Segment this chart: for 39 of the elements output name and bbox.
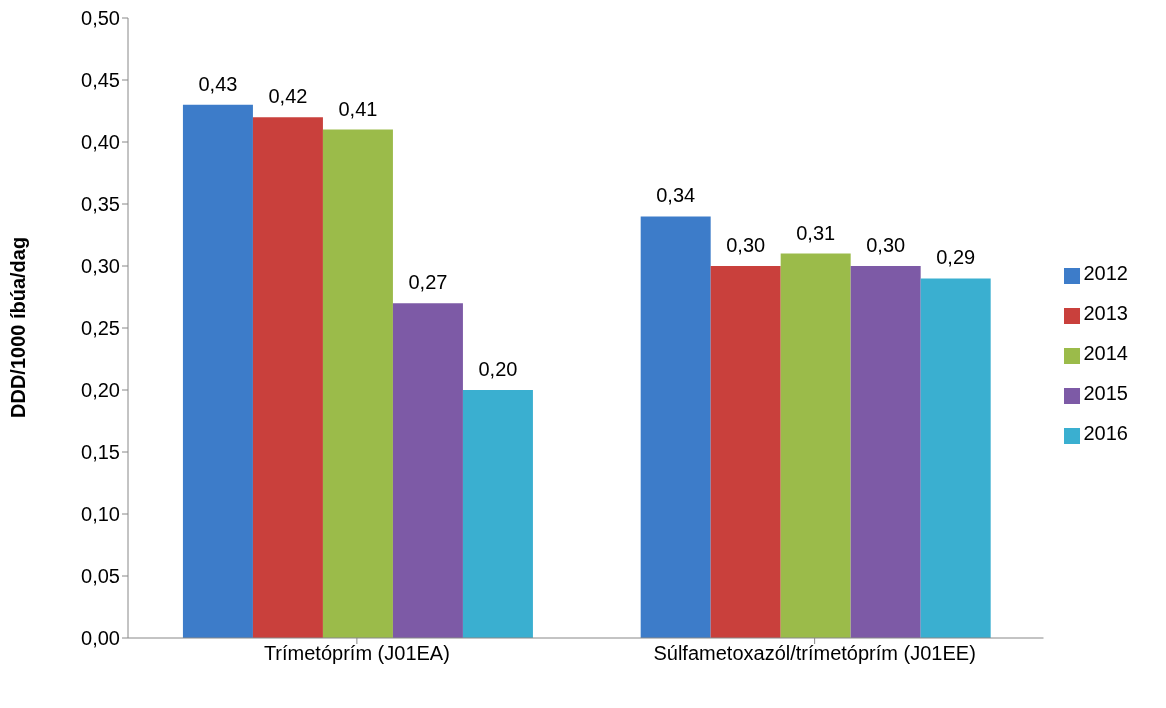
legend-label: 2016 <box>1083 422 1128 444</box>
data-label: 0,20 <box>478 358 518 380</box>
data-label: 0,30 <box>866 234 906 256</box>
bar <box>920 278 991 638</box>
data-label: 0,42 <box>268 85 308 108</box>
data-label: 0,34 <box>656 184 696 207</box>
y-tick-label: 0,45 <box>81 69 120 92</box>
y-tick-label: 0,35 <box>81 193 120 216</box>
bar <box>780 253 851 638</box>
data-label: 0,29 <box>936 246 976 269</box>
data-label: 0,43 <box>198 72 238 95</box>
y-tick-label: 0,50 <box>81 7 120 30</box>
data-label: 0,27 <box>408 271 448 294</box>
x-tick-label: Trímetóprím (J01EA) <box>263 642 450 665</box>
bar <box>392 303 463 638</box>
y-tick-label: 0,40 <box>81 131 120 154</box>
bar <box>710 266 781 638</box>
y-axis-title: DDD/1000 íbúa/dag <box>7 236 30 418</box>
data-label: 0,31 <box>796 221 836 244</box>
y-tick-label: 0,25 <box>81 317 120 340</box>
bar <box>182 104 253 638</box>
bar <box>252 117 323 638</box>
y-tick-label: 0,15 <box>81 441 120 464</box>
legend-label: 2013 <box>1083 302 1128 324</box>
y-tick-label: 0,20 <box>81 379 120 402</box>
legend-label: 2015 <box>1083 382 1128 404</box>
bar <box>462 390 533 638</box>
bar <box>640 216 711 638</box>
legend-label: 2014 <box>1083 342 1128 364</box>
data-label: 0,30 <box>726 234 766 256</box>
data-label: 0,41 <box>338 97 378 120</box>
y-tick-label: 0,00 <box>81 627 120 650</box>
y-tick-label: 0,05 <box>81 565 120 588</box>
bar <box>322 129 393 638</box>
y-tick-label: 0,10 <box>81 503 120 526</box>
bar <box>850 266 921 638</box>
x-tick-label: Súlfametoxazól/trímetóprím (J01EE) <box>653 642 976 665</box>
y-tick-label: 0,30 <box>81 255 120 278</box>
legend-label: 2012 <box>1083 262 1128 284</box>
